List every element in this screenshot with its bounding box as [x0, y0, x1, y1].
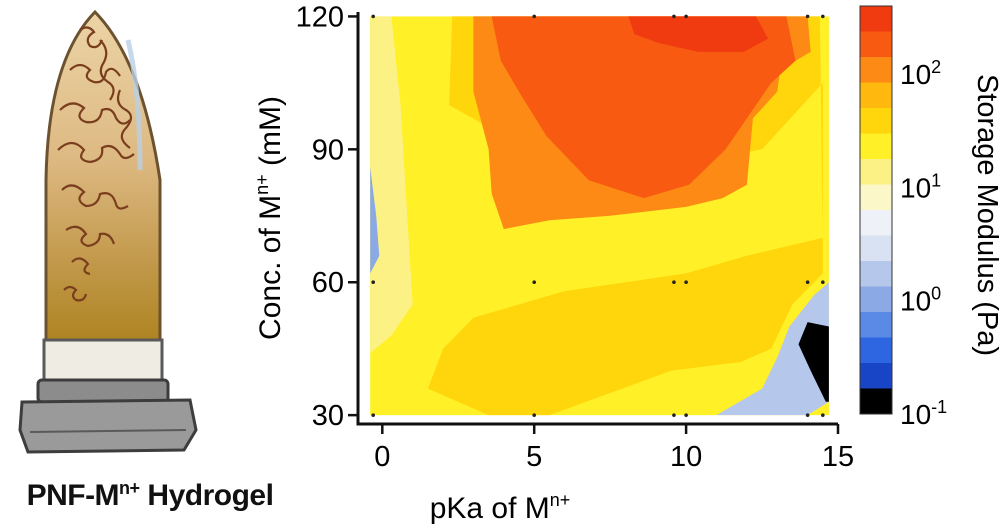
sample-point [532, 413, 537, 417]
sample-point [672, 413, 676, 417]
sample-point [805, 413, 810, 417]
colorbar-swatch [860, 159, 892, 185]
colorbar-tick-labels: 102 101 100 10-1 [900, 57, 947, 430]
colorbar-tick-label: 102 [900, 57, 941, 90]
colorbar-swatch [860, 133, 892, 160]
y-tick-label: 90 [312, 134, 344, 166]
colorbar: 102 101 100 10-1 Storage Modulus (Pa) [859, 5, 1000, 430]
contour-region-low-pka-blue-dip [370, 167, 380, 274]
colorbar-swatch [860, 6, 892, 32]
cap-upper [36, 378, 170, 404]
sample-point [532, 280, 537, 285]
colorbar-swatch [860, 312, 892, 338]
colorbar-swatch [860, 235, 892, 262]
sample-point [684, 280, 688, 285]
contour-region-high-pka-low-conc-blue [716, 282, 829, 416]
x-axis-label-sup: n+ [550, 490, 571, 510]
figure-caption: PNF-Mn+ Hydrogel [0, 478, 300, 513]
y-axis-label: Conc. of Mn+ (mM) [252, 96, 287, 340]
x-tick-label: 10 [670, 441, 702, 473]
x-tick-label: 5 [526, 441, 542, 473]
y-axis-label-unit: (mM) [254, 96, 287, 174]
colorbar-swatch [860, 337, 892, 364]
sample-point [684, 14, 688, 19]
sample-point [371, 413, 375, 417]
colorbar-swatch [860, 31, 892, 58]
colorbar-tick-label: 100 [900, 284, 941, 317]
colorbar-swatch [860, 210, 892, 236]
sample-point [821, 14, 825, 19]
colorbar-swatch [860, 57, 892, 83]
x-tick-label: 15 [822, 441, 854, 473]
y-tick-label: 30 [312, 400, 344, 432]
x-axis-label: pKa of Mn+ [430, 490, 571, 525]
caption-superscript: n+ [119, 478, 140, 498]
contour-region-high-modulus-core [491, 16, 796, 199]
sample-point [532, 14, 537, 19]
sample-point [821, 280, 825, 285]
colorbar-label: Storage Modulus (Pa) [971, 74, 1000, 356]
colorbar-swatch [860, 82, 892, 109]
fiber-network [57, 26, 135, 302]
y-axis-label-text: Conc. of M [254, 195, 287, 340]
y-axis-label-sup: n+ [252, 174, 272, 195]
sample-point [672, 14, 676, 19]
colorbar-swatch [860, 108, 892, 134]
sample-points [371, 14, 825, 417]
colorbar-tick-label: 101 [900, 170, 941, 203]
x-tick-label: 0 [374, 441, 390, 473]
colorbar-swatch [860, 388, 892, 415]
sample-point [371, 14, 375, 19]
x-axis-ticks: 0 5 10 15 [374, 424, 854, 473]
sample-point [821, 413, 825, 417]
sample-point [684, 413, 688, 417]
y-tick-label: 120 [296, 1, 344, 33]
contour-region-high-pka-low-conc-dark [798, 322, 829, 402]
y-tick-label: 60 [312, 267, 344, 299]
contour-region-low-pka-edge [370, 16, 413, 354]
colorbar-swatch [860, 286, 892, 313]
x-axis-label-text: pKa of M [430, 492, 550, 525]
contour-region-peak-modulus [628, 16, 769, 52]
cap-base [18, 398, 198, 454]
colorbar-swatch [860, 184, 892, 211]
vial-neck-band [42, 338, 164, 382]
hydrogel-vial-illustration [18, 9, 198, 454]
caption-suffix: Hydrogel [139, 479, 274, 512]
colorbar-tick-label: 10-1 [900, 397, 947, 430]
vial-highlight [125, 39, 143, 171]
colorbar-swatch [860, 261, 892, 287]
sample-point [805, 280, 810, 285]
contour-regions [370, 16, 829, 416]
sample-point [672, 280, 676, 285]
colorbar-swatch [860, 363, 892, 389]
vial-body [44, 9, 162, 342]
sample-point [371, 280, 375, 285]
sample-point [805, 14, 810, 19]
caption-prefix: PNF-M [26, 479, 120, 512]
y-axis-ticks: 30 60 90 120 [296, 1, 358, 432]
colorbar-frame [859, 5, 893, 415]
colorbar-swatches [860, 6, 892, 415]
